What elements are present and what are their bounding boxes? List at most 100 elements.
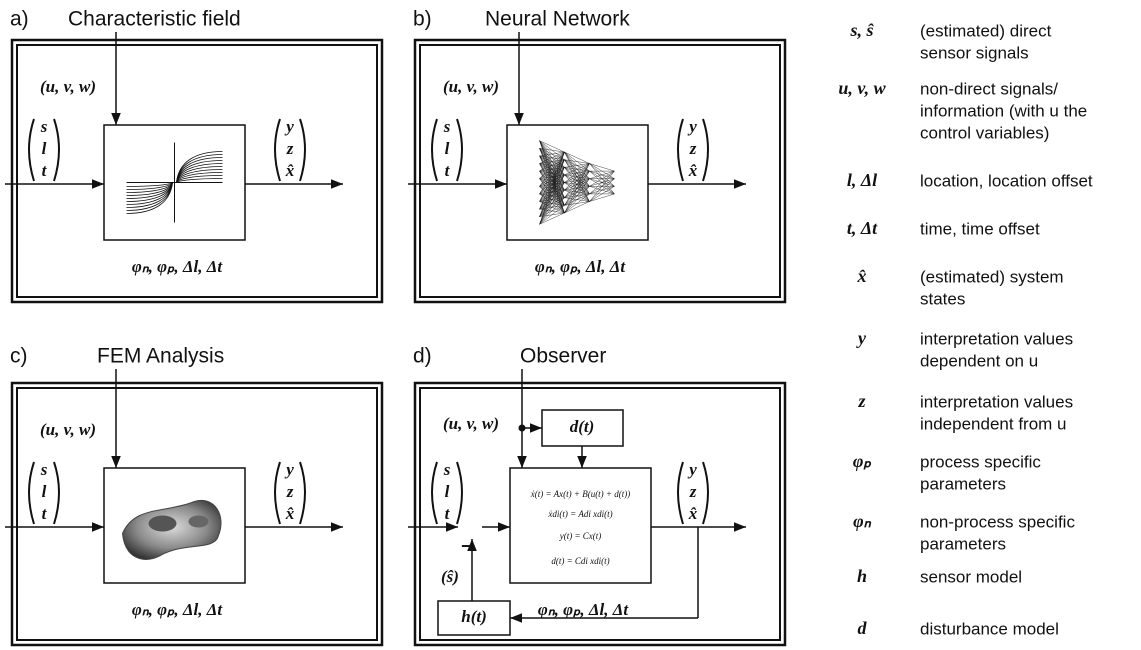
paren: [29, 119, 34, 181]
output-vector-entry: x̂: [688, 161, 698, 180]
equation: ẋdi(t) = Adi xdi(t): [547, 509, 612, 519]
panel-title: Observer: [520, 345, 606, 368]
output-vector-entry: y: [687, 460, 697, 479]
paren: [300, 119, 305, 181]
legend-description: (estimated) direct: [920, 21, 1052, 40]
input-vector-entry: l: [42, 139, 47, 158]
model-box: [507, 125, 648, 240]
paren: [457, 119, 462, 181]
legend-description: interpretation values: [920, 392, 1073, 411]
legend-description: location, location offset: [920, 171, 1093, 190]
paren: [432, 462, 437, 524]
legend-symbol: φₙ: [853, 511, 872, 531]
input-vector-entry: l: [42, 482, 47, 501]
equation: ẋ(t) = Ax(t) + B(u(t) + d(t)): [530, 489, 631, 499]
output-vector-entry: x̂: [688, 504, 698, 523]
output-vector-entry: z: [286, 139, 294, 158]
equation: d(t) = Cdi xdi(t): [551, 556, 609, 566]
input-vector-entry: t: [42, 161, 48, 180]
legend-symbol: t, Δt: [847, 218, 878, 238]
legend-description: parameters: [920, 534, 1006, 553]
sensor-model-label: h(t): [461, 607, 487, 626]
paren: [29, 462, 34, 524]
input-vector-entry: t: [445, 504, 451, 523]
input-signals: (u, v, w): [40, 420, 96, 439]
paren: [457, 462, 462, 524]
input-signals: (u, v, w): [443, 414, 499, 433]
output-vector-entry: y: [687, 117, 697, 136]
fem-feature: [149, 516, 177, 532]
output-vector-entry: y: [284, 460, 294, 479]
legend-description: time, time offset: [920, 219, 1040, 238]
legend-description: disturbance model: [920, 619, 1059, 638]
output-vector-entry: x̂: [285, 504, 295, 523]
figure: a)Characteristic field(u, v, w)sltyzx̂φₙ…: [0, 0, 1141, 650]
paren: [54, 462, 59, 524]
panel-title: Characteristic field: [68, 8, 241, 31]
panel-label: d): [413, 345, 432, 368]
connection: [590, 194, 615, 202]
paren: [432, 119, 437, 181]
disturbance-label: d(t): [570, 417, 595, 436]
paren: [300, 462, 305, 524]
legend-symbol: z: [857, 391, 865, 411]
legend-symbol: h: [857, 566, 867, 586]
input-vector-entry: l: [445, 482, 450, 501]
legend-description: (estimated) system: [920, 267, 1064, 286]
legend-symbol: x̂: [857, 266, 867, 286]
legend-symbol: l, Δl: [847, 170, 877, 190]
output-vector-entry: z: [689, 482, 697, 501]
page: a)Characteristic field(u, v, w)sltyzx̂φₙ…: [0, 0, 1141, 650]
output-vector-entry: z: [689, 139, 697, 158]
input-signals: (u, v, w): [40, 77, 96, 96]
input-signals: (u, v, w): [443, 77, 499, 96]
legend-description: states: [920, 289, 965, 308]
parameters: φₙ, φₚ, Δl, Δt: [538, 600, 629, 619]
input-vector-entry: s: [40, 460, 48, 479]
panel-label: a): [10, 8, 29, 31]
output-vector-entry: y: [284, 117, 294, 136]
paren: [678, 462, 683, 524]
input-vector-entry: t: [445, 161, 451, 180]
legend-description: control variables): [920, 123, 1049, 142]
paren: [275, 119, 280, 181]
legend-description: dependent on u: [920, 351, 1038, 370]
legend-description: non-direct signals/: [920, 79, 1058, 98]
minus-sign: −: [461, 536, 472, 556]
input-vector-entry: l: [445, 139, 450, 158]
output-vector-entry: x̂: [285, 161, 295, 180]
equation: y(t) = Cx(t): [559, 531, 602, 541]
parameters: φₙ, φₚ, Δl, Δt: [132, 600, 223, 619]
legend-symbol: u, v, w: [838, 78, 886, 98]
legend-description: process specific: [920, 452, 1041, 471]
input-vector-entry: t: [42, 504, 48, 523]
input-vector-entry: s: [443, 460, 451, 479]
paren: [703, 462, 708, 524]
estimated-signal: (ŝ): [441, 567, 459, 586]
paren: [54, 119, 59, 181]
paren: [275, 462, 280, 524]
connection: [590, 179, 615, 202]
parameters: φₙ, φₚ, Δl, Δt: [132, 257, 223, 276]
panel-label: c): [10, 345, 28, 368]
legend-symbol: φₚ: [853, 451, 872, 471]
panel-label: b): [413, 8, 432, 31]
panel-title: Neural Network: [485, 8, 630, 31]
legend-description: sensor model: [920, 567, 1022, 586]
input-vector-entry: s: [40, 117, 48, 136]
legend-description: non-process specific: [920, 512, 1075, 531]
input-vector-entry: s: [443, 117, 451, 136]
legend-description: independent from u: [920, 414, 1067, 433]
legend-description: sensor signals: [920, 43, 1029, 62]
legend-description: information (with u the: [920, 101, 1087, 120]
legend-description: interpretation values: [920, 329, 1073, 348]
connection: [590, 164, 615, 172]
panel-title: FEM Analysis: [97, 345, 224, 368]
paren: [703, 119, 708, 181]
fem-feature: [189, 516, 209, 528]
fem-mesh: [123, 500, 222, 559]
paren: [678, 119, 683, 181]
legend-symbol: y: [856, 328, 867, 348]
legend-symbol: d: [858, 618, 868, 638]
output-vector-entry: z: [286, 482, 294, 501]
